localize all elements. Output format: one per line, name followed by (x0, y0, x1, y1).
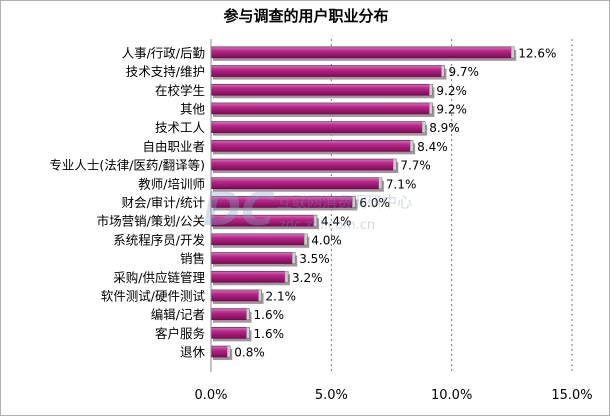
bar-end-cap (393, 158, 397, 171)
x-tick-label: 0.0% (194, 388, 227, 403)
value-label: 4.0% (311, 233, 342, 247)
chart-title: 参与调查的用户职业分布 (223, 7, 388, 25)
value-label: 9.7% (448, 65, 479, 79)
category-label: 退休 (180, 345, 206, 360)
bar-end-cap (429, 84, 433, 96)
bar-end-cap (409, 140, 414, 152)
category-labels: 人事/行政/后勤技术支持/维护在校学生其他技术工人自由职业者专业人士(法律/医药… (49, 45, 205, 359)
category-label: 编辑/记者 (151, 307, 205, 322)
bar (210, 158, 397, 171)
value-label: 9.2% (436, 84, 467, 98)
bars (210, 46, 517, 361)
value-label: 7.1% (386, 177, 417, 191)
category-label: 财会/审计/统计 (122, 195, 205, 210)
bar-end-cap (441, 65, 445, 77)
bar-end-cap (258, 289, 262, 302)
value-label: 12.6% (518, 46, 556, 60)
value-label: 3.5% (299, 252, 330, 266)
x-tick-label: 10.0% (431, 388, 472, 403)
bar-end-cap (284, 271, 289, 283)
bar-end-cap (291, 252, 296, 264)
value-label: 3.2% (292, 271, 323, 285)
value-labels: 12.6% 9.7% 9.2% 9.2% 8.9% 8.4% 7.7% 7.1% 6.0% 4.4… (234, 46, 556, 359)
category-label: 系统程序员/开发 (113, 232, 205, 247)
category-label: 其他 (180, 101, 206, 116)
bar (210, 233, 308, 246)
value-label: 6.0% (359, 196, 390, 210)
value-label: 1.6% (254, 308, 284, 322)
category-label: 采购/供应链管理 (113, 270, 205, 285)
value-label: 8.4% (417, 140, 448, 154)
category-label: 市场营销/策划/公关 (97, 214, 205, 229)
bar (210, 46, 515, 59)
bar (210, 270, 289, 283)
bar-end-cap (313, 214, 318, 227)
bar-end-cap (304, 233, 308, 246)
x-axis-tick-labels: 0.0% 5.0% 10.0% 15.0% (194, 388, 592, 403)
category-label: 人事/行政/后勤 (122, 45, 205, 60)
bar-end-cap (429, 102, 433, 115)
bar-end-cap (352, 196, 356, 208)
bar (210, 308, 250, 320)
category-label: 软件测试/硬件测试 (101, 288, 206, 303)
category-label: 技术支持/维护 (126, 64, 205, 79)
bar (210, 83, 433, 96)
bar (210, 214, 318, 227)
category-label: 在校学生 (155, 83, 205, 98)
category-label: 客户服务 (155, 326, 205, 341)
bar-end-cap (246, 327, 250, 339)
value-label: 7.7% (400, 159, 431, 173)
bar (210, 102, 433, 115)
bar-end-cap (421, 121, 426, 133)
category-label: 销售 (180, 251, 205, 266)
bar (210, 252, 296, 264)
bar (210, 327, 250, 339)
bar-end-cap (227, 345, 231, 358)
value-label: 0.8% (234, 346, 265, 360)
bar (210, 289, 262, 302)
value-label: 2.1% (266, 289, 297, 303)
bar (210, 65, 445, 77)
value-label: 4.4% (321, 215, 352, 229)
bar (210, 177, 383, 190)
category-label: 专业人士(法律/医药/翻译等) (49, 158, 205, 173)
category-label: 技术工人 (155, 120, 206, 135)
bar (210, 140, 414, 152)
bar-end-cap (378, 177, 383, 189)
category-label: 教师/培训师 (138, 176, 205, 191)
value-label: 9.2% (436, 102, 467, 116)
x-tick-label: 5.0% (315, 388, 348, 403)
value-label: 8.9% (429, 121, 460, 135)
value-label: 1.6% (254, 327, 284, 341)
bar (210, 121, 426, 133)
bar-end-cap (246, 308, 250, 320)
category-label: 自由职业者 (142, 139, 205, 154)
bar (210, 196, 356, 208)
x-tick-label: 15.0% (551, 388, 592, 403)
bar-end-cap (510, 46, 515, 59)
